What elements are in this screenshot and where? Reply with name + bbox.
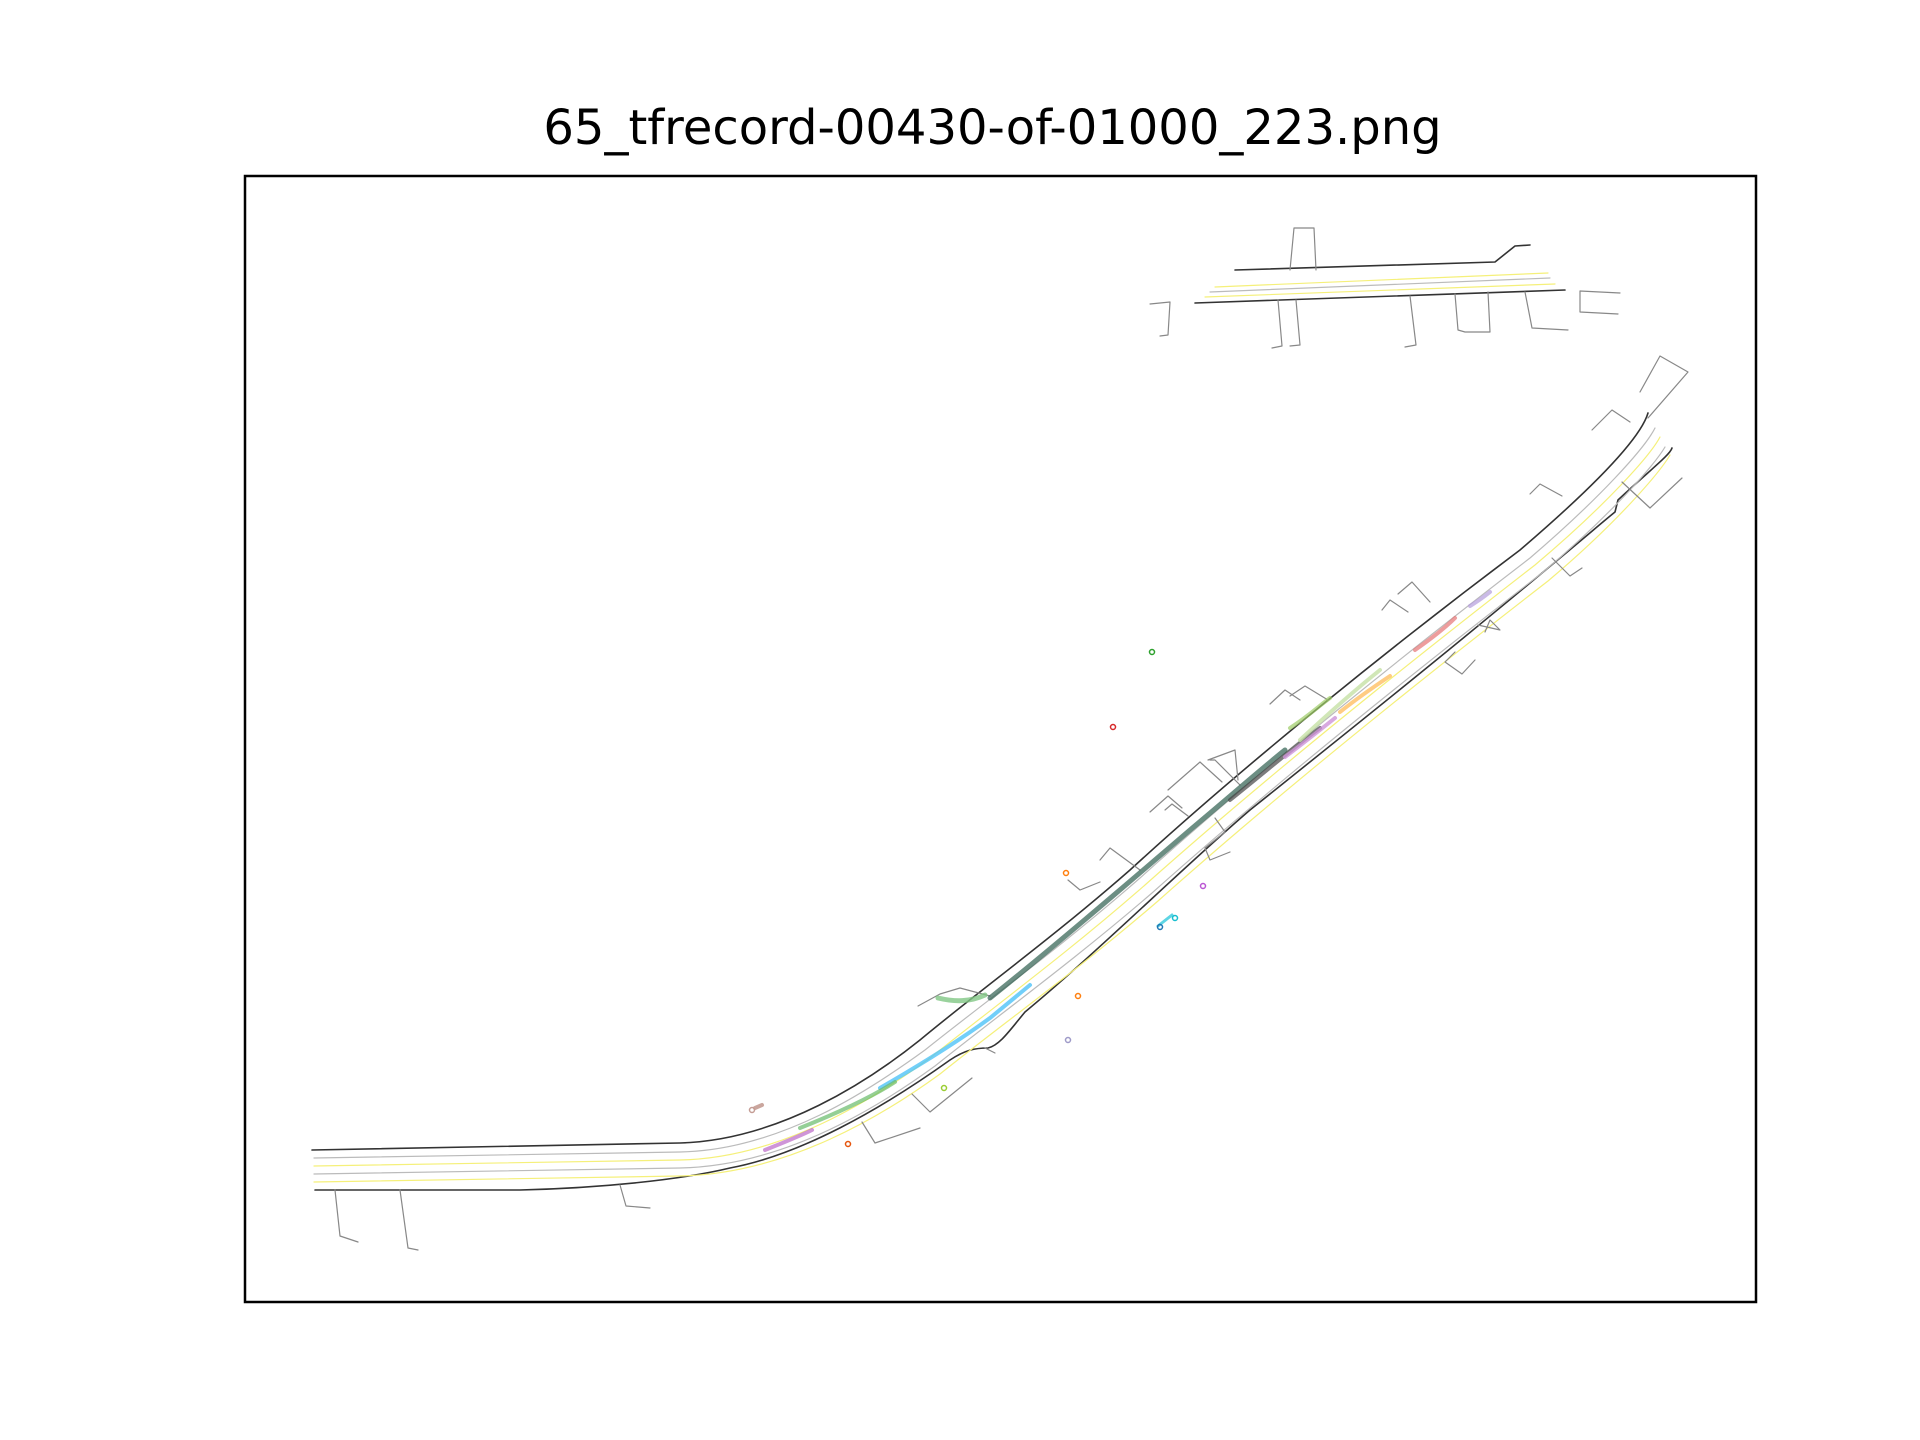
driveway [1381,599,1409,613]
driveway [1529,483,1563,497]
road-edge [1234,244,1531,271]
driveway [1289,685,1329,701]
agent-track [878,983,1032,1090]
driveway [1551,557,1583,577]
driveway [1067,879,1101,891]
agent-track [1288,696,1332,730]
driveway [917,987,991,1007]
road-edge [314,447,1673,1191]
lane-divider [313,436,1661,1167]
driveway [984,1047,996,1054]
agent-track [1298,668,1382,742]
driveway [1207,749,1239,781]
driveway [1149,301,1171,337]
agent-track [1468,590,1492,608]
agent-track [1413,616,1457,652]
agent-marker [940,1084,948,1092]
driveway [911,1077,973,1113]
agent-marker [1199,882,1207,890]
agent-track [935,992,988,1004]
upper-road [1149,227,1621,349]
driveway [1204,817,1231,861]
driveway [1404,295,1417,348]
agent-tracks [753,590,1492,1152]
driveway [1444,651,1476,675]
driveway [1477,619,1501,633]
lane-center [1209,277,1551,293]
plot-frame [243,174,1758,1304]
agent-track [987,747,1288,1001]
driveway [1269,689,1301,705]
agent-marker [1064,1036,1072,1044]
driveway [1271,299,1283,349]
agent-track [753,1103,764,1110]
driveway [861,1121,921,1144]
driveway [1164,803,1189,817]
driveway [1167,761,1223,791]
road-edge [311,412,1649,1151]
lane-center [313,446,1666,1175]
driveway [1591,409,1631,431]
lane-center [313,427,1656,1159]
agent-marker [1171,914,1179,922]
agent-marker [1109,723,1117,731]
road-network [311,227,1689,1251]
driveway [619,1184,651,1209]
road-edge [1194,289,1566,304]
lane-divider [1214,272,1549,288]
agent-marker [1148,648,1156,656]
agent-marker [1062,869,1070,877]
plot-title: 65_tfrecord-00430-of-01000_223.png [543,100,1442,156]
driveway [1149,795,1183,813]
agent-markers [748,648,1207,1148]
agent-track [763,1128,814,1152]
driveway [1579,290,1621,315]
driveway [334,1189,359,1243]
lane-divider [1204,283,1556,298]
driveway [1524,291,1569,331]
driveway [1289,299,1301,347]
driveway [1621,477,1683,509]
agent-track [1338,674,1392,714]
agent-marker [1074,992,1082,1000]
agent-marker [748,1106,756,1114]
driveway [1209,759,1241,786]
driveway [1099,847,1141,871]
main-road [311,355,1689,1251]
driveway [399,1189,419,1251]
agent-marker [1156,923,1164,931]
agent-track [798,1080,897,1130]
driveway [1639,355,1689,419]
lane-divider [313,454,1671,1183]
agent-track [1283,716,1337,759]
driveway [1454,291,1491,333]
agent-marker [844,1140,852,1148]
driveway [1289,227,1317,271]
driveway [1397,581,1431,603]
